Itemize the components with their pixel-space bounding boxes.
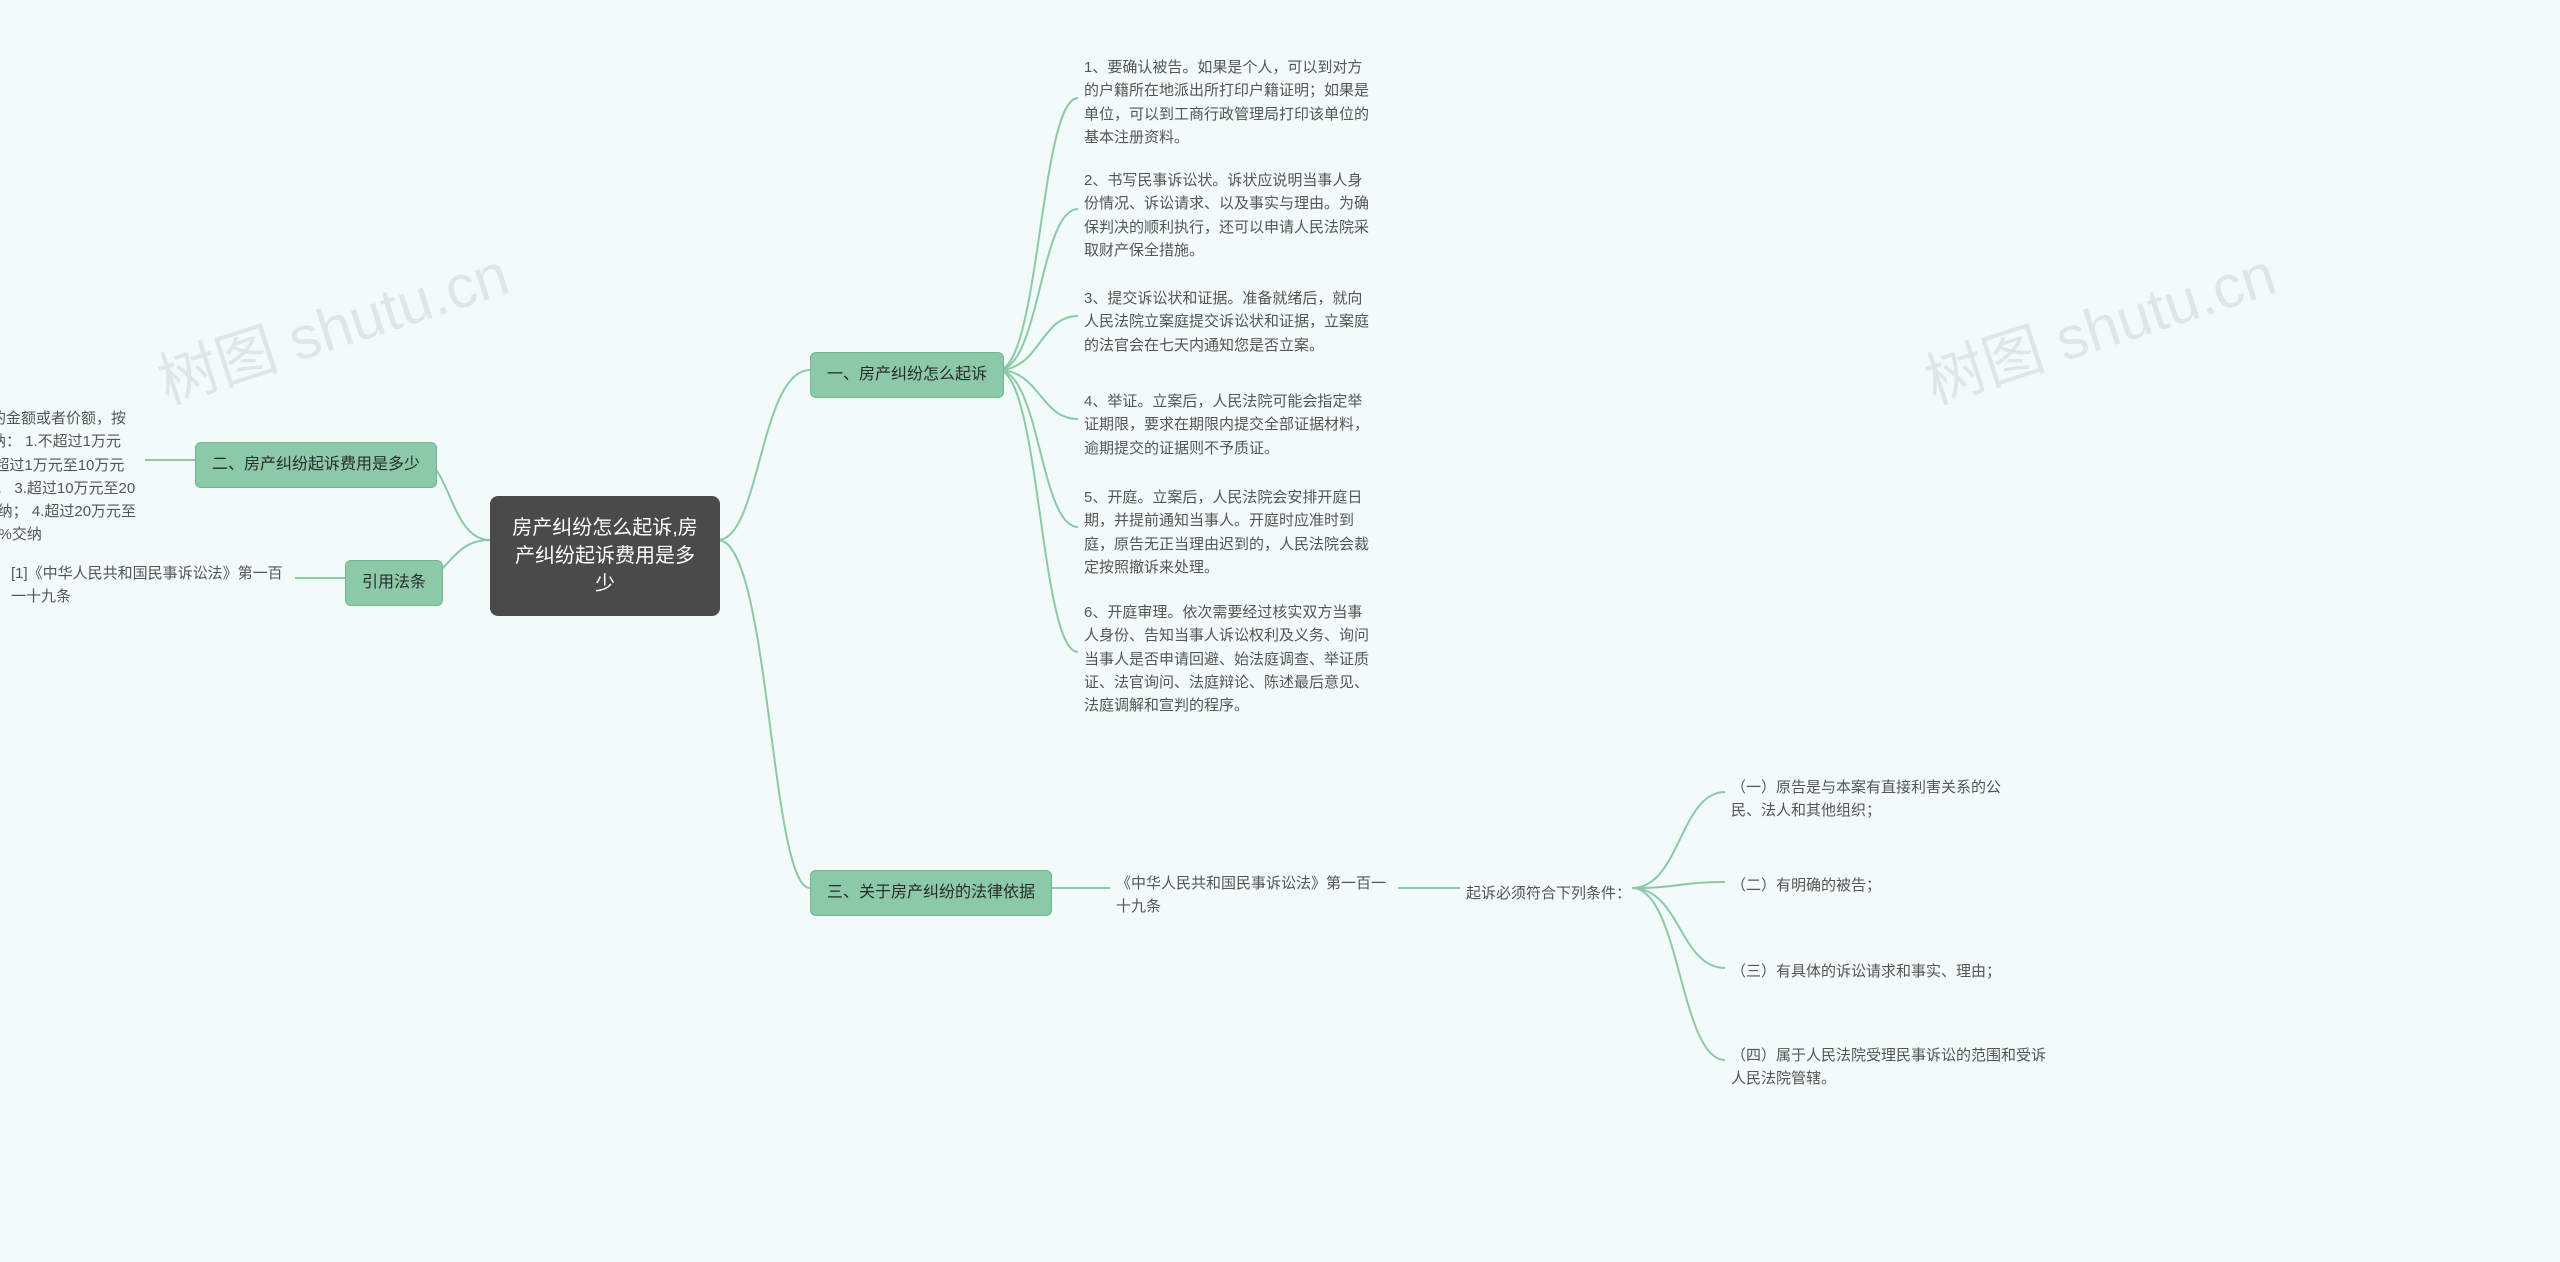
leaf-3-4: （四）属于人民法院受理民事诉讼的范围和受诉人民法院管辖。 <box>1725 1040 2055 1095</box>
watermark: 树图 shutu.cn <box>1912 226 2285 421</box>
leaf-3-3: （三）有具体的诉讼请求和事实、理由； <box>1725 956 2035 987</box>
branch-3-sub2: 起诉必须符合下列条件： <box>1460 878 1637 909</box>
leaf-3-2: （二）有明确的被告； <box>1725 870 2035 901</box>
leaf-1-2: 2、书写民事诉讼状。诉状应说明当事人身份情况、诉讼请求、以及事实与理由。为确保判… <box>1078 165 1378 266</box>
branch-4: 引用法条 <box>345 560 443 606</box>
branch-2: 二、房产纠纷起诉费用是多少 <box>195 442 437 488</box>
root-node: 房产纠纷怎么起诉,房产纠纷起诉费用是多少 <box>490 496 720 616</box>
leaf-1-3: 3、提交诉讼状和证据。准备就绪后，就向人民法院立案庭提交诉讼状和证据，立案庭的法… <box>1078 283 1378 361</box>
leaf-4-1: [1]《中华人民共和国民事诉讼法》第一百一十九条 <box>5 558 295 613</box>
leaf-1-4: 4、举证。立案后，人民法院可能会指定举证期限，要求在期限内提交全部证据材料，逾期… <box>1078 386 1378 464</box>
leaf-2-1: 财产案件根据诉讼请求的金额或者价额，按照下列比例分段累计交纳： 1.不超过1万元… <box>0 403 145 551</box>
branch-3-sub: 《中华人民共和国民事诉讼法》第一百一十九条 <box>1110 868 1400 923</box>
branch-1: 一、房产纠纷怎么起诉 <box>810 352 1004 398</box>
leaf-1-6: 6、开庭审理。依次需要经过核实双方当事人身份、告知当事人诉讼权利及义务、询问当事… <box>1078 597 1378 721</box>
leaf-3-1: （一）原告是与本案有直接利害关系的公民、法人和其他组织； <box>1725 772 2035 827</box>
watermark: 树图 shutu.cn <box>145 226 518 421</box>
branch-3: 三、关于房产纠纷的法律依据 <box>810 870 1052 916</box>
leaf-1-1: 1、要确认被告。如果是个人，可以到对方的户籍所在地派出所打印户籍证明；如果是单位… <box>1078 52 1378 153</box>
leaf-1-5: 5、开庭。立案后，人民法院会安排开庭日期，并提前通知当事人。开庭时应准时到庭，原… <box>1078 482 1378 583</box>
